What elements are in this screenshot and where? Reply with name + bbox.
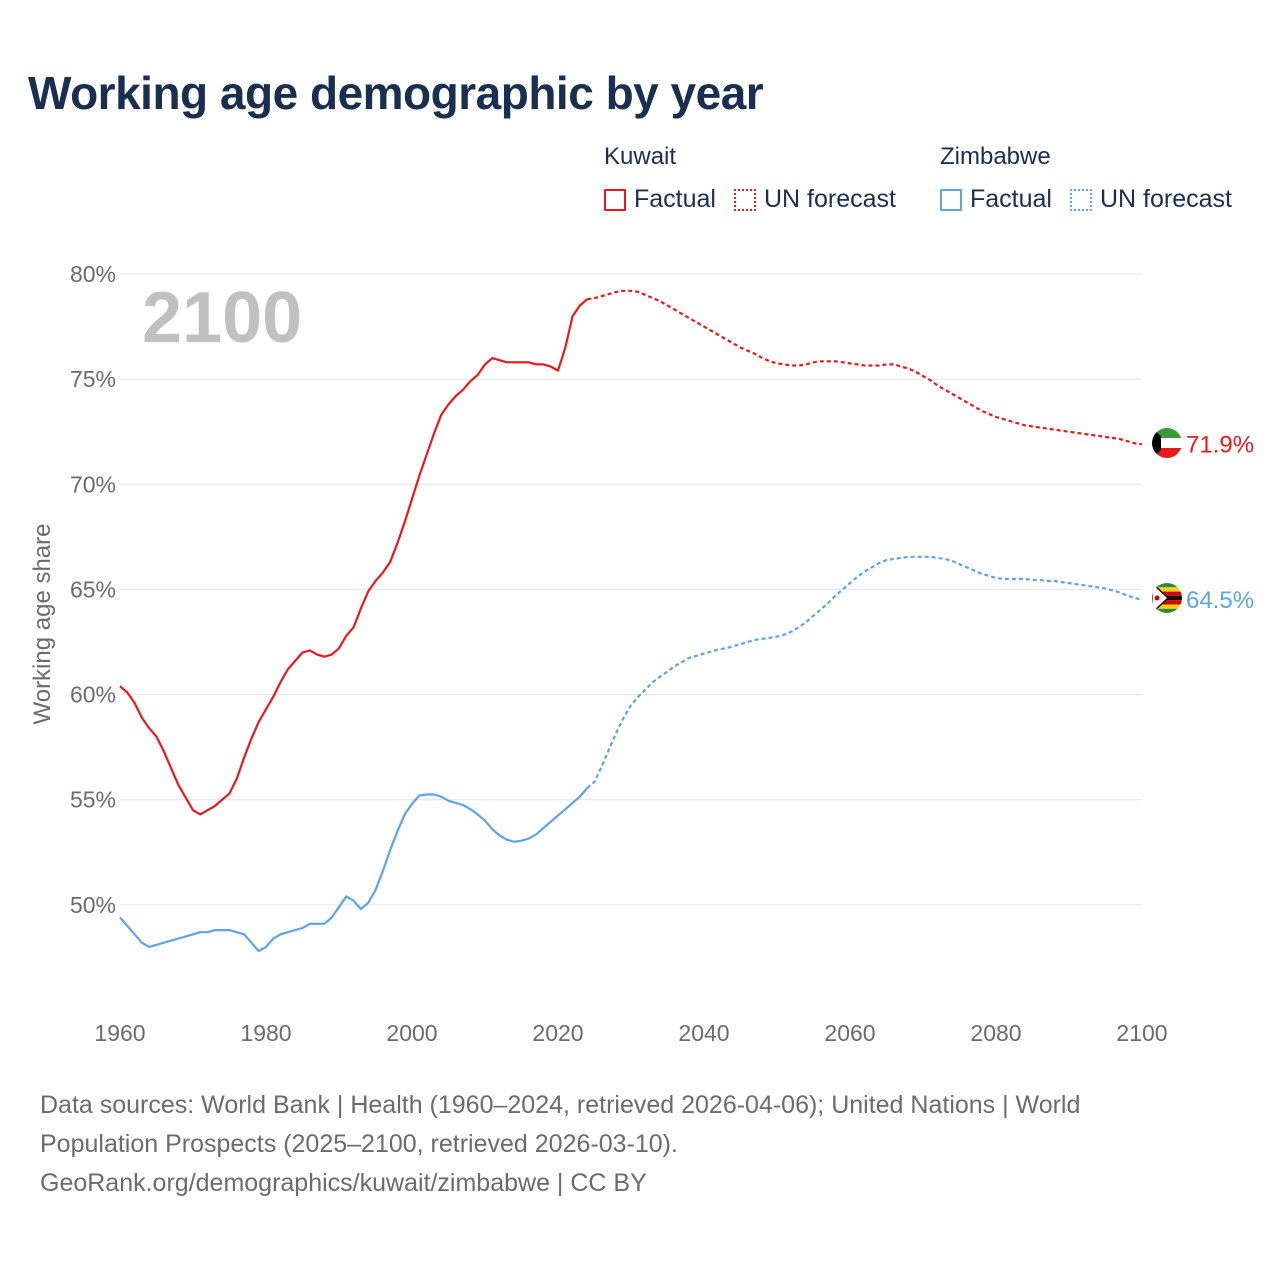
y-tick-label: 65% bbox=[70, 576, 116, 602]
y-tick-label: 55% bbox=[70, 787, 116, 813]
zimbabwe-flag-icon bbox=[1152, 583, 1182, 613]
y-tick-label: 50% bbox=[70, 892, 116, 918]
footer-line: GeoRank.org/demographics/kuwait/zimbabwe… bbox=[40, 1169, 647, 1197]
page-title: Working age demographic by year bbox=[28, 67, 764, 119]
footer-line: Data sources: World Bank | Health (1960–… bbox=[40, 1091, 1081, 1119]
y-axis-label: Working age share bbox=[29, 524, 56, 725]
line-chart: 50% 55% 60% 65% 70% 75% 80% 1960 1980 2000 2020 204… bbox=[29, 261, 1254, 1046]
forecast-swatch-icon bbox=[733, 188, 756, 211]
kuwait-factual-line[interactable] bbox=[119, 298, 588, 816]
zimbabwe-forecast-line[interactable] bbox=[586, 555, 1143, 789]
legend-kuwait: Kuwait Factual UN forecast bbox=[604, 143, 914, 214]
footer-line: Population Prospects (2025–2100, retriev… bbox=[40, 1130, 678, 1158]
legend-kuwait-factual[interactable]: Factual bbox=[604, 185, 716, 214]
legend-country-name: Zimbabwe bbox=[940, 143, 1051, 170]
y-tick-label: 70% bbox=[70, 471, 116, 497]
factual-swatch-icon bbox=[604, 188, 626, 211]
x-tick-label: 2000 bbox=[386, 1020, 437, 1046]
x-tick-label: 2060 bbox=[824, 1020, 875, 1046]
legend-label: Factual bbox=[970, 185, 1052, 213]
legend-label: Factual bbox=[634, 185, 716, 213]
y-tick-label: 60% bbox=[70, 682, 116, 708]
forecast-swatch-icon bbox=[1069, 188, 1092, 211]
legend-label: UN forecast bbox=[1099, 185, 1232, 213]
year-watermark: 2100 bbox=[142, 278, 302, 358]
kuwait-end-value-label: 71.9% bbox=[1186, 431, 1254, 458]
x-tick-label: 1960 bbox=[94, 1020, 145, 1046]
kuwait-forecast-line[interactable] bbox=[587, 289, 1143, 446]
legend-kuwait-forecast[interactable]: UN forecast bbox=[733, 185, 896, 214]
kuwait-flag-icon bbox=[1152, 428, 1182, 458]
footer-sources: Data sources: World Bank | Health (1960–… bbox=[40, 1086, 1240, 1203]
y-tick-label: 75% bbox=[70, 366, 116, 392]
x-tick-label: 2040 bbox=[678, 1020, 729, 1046]
legend-label: UN forecast bbox=[763, 185, 896, 213]
x-tick-label: 2080 bbox=[970, 1020, 1021, 1046]
x-tick-label: 2020 bbox=[532, 1020, 583, 1046]
legend-zimbabwe-forecast[interactable]: UN forecast bbox=[1069, 185, 1232, 214]
legend-zimbabwe: Zimbabwe Factual UN forecast bbox=[940, 143, 1250, 214]
x-tick-label: 2100 bbox=[1116, 1020, 1167, 1046]
zimbabwe-factual-line[interactable] bbox=[119, 787, 589, 953]
x-tick-label: 1980 bbox=[240, 1020, 291, 1046]
legend-zimbabwe-factual[interactable]: Factual bbox=[940, 185, 1052, 214]
legend-country-name: Kuwait bbox=[604, 143, 677, 170]
y-tick-label: 80% bbox=[70, 261, 116, 287]
zimbabwe-end-value-label: 64.5% bbox=[1186, 587, 1254, 614]
factual-swatch-icon bbox=[940, 188, 962, 211]
